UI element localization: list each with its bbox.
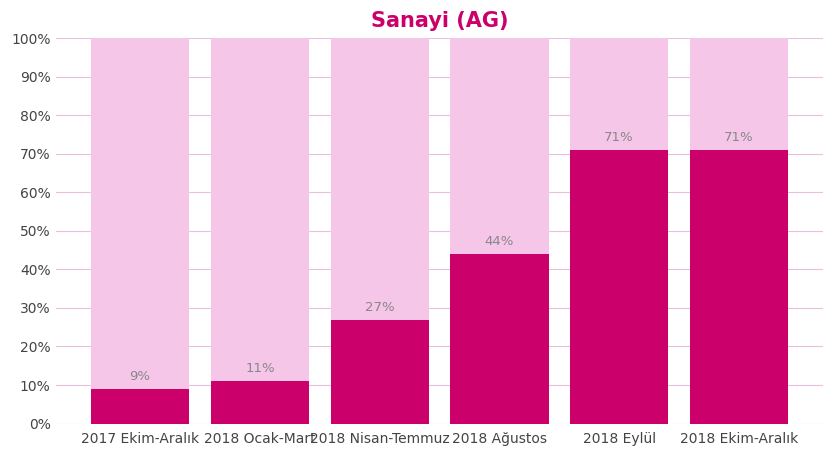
Bar — [211, 38, 309, 424]
Bar — [570, 38, 668, 424]
Text: 11%: 11% — [245, 362, 274, 375]
Bar — [211, 381, 309, 424]
Text: 71%: 71% — [724, 131, 754, 144]
Bar — [91, 38, 189, 424]
Bar — [570, 150, 668, 424]
Text: 27%: 27% — [364, 301, 394, 314]
Bar — [450, 38, 549, 424]
Title: Sanayi (AG): Sanayi (AG) — [371, 11, 508, 31]
Bar — [330, 38, 429, 424]
Bar — [690, 38, 788, 424]
Bar — [91, 389, 189, 424]
Bar — [450, 254, 549, 424]
Bar — [330, 319, 429, 424]
Text: 71%: 71% — [605, 131, 634, 144]
Text: 44%: 44% — [485, 235, 514, 248]
Bar — [690, 150, 788, 424]
Text: 9%: 9% — [129, 370, 151, 383]
